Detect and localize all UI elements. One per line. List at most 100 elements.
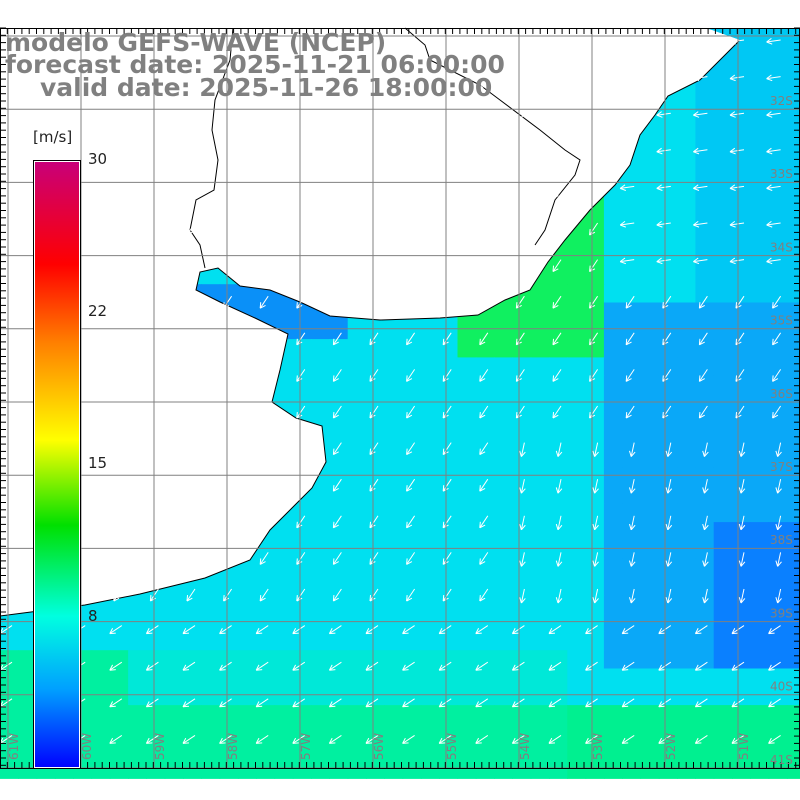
wind-arrow: [296, 112, 306, 126]
field-cell: [109, 686, 129, 706]
field-cell: [640, 211, 660, 230]
wind-arrow: [656, 74, 671, 82]
field-cell: [164, 760, 184, 779]
wind-arrow: [775, 515, 782, 531]
field-cell: [750, 247, 770, 267]
wind-arrow: [768, 698, 781, 708]
wind-arrow: [552, 112, 562, 126]
field-cell: [713, 650, 733, 670]
field-cell: [585, 265, 605, 285]
field-cell: [457, 412, 477, 432]
field-cell: [347, 485, 367, 505]
field-cell: [567, 686, 587, 706]
wind-arrow: [775, 588, 782, 604]
field-cell: [475, 760, 495, 779]
field-cell: [530, 613, 550, 633]
field-cell: [658, 174, 678, 194]
field-cell: [622, 668, 642, 688]
field-cell: [585, 339, 605, 358]
field-cell: [91, 760, 111, 779]
wind-arrow: [292, 698, 306, 708]
wind-arrow: [406, 405, 416, 419]
field-cell: [329, 448, 349, 468]
wind-arrow: [186, 149, 196, 163]
field-cell: [603, 247, 623, 267]
wind-arrow: [406, 186, 416, 199]
field-cell: [366, 540, 385, 560]
field-cell: [366, 595, 385, 615]
wind-arrow: [619, 184, 635, 191]
field-cell: [622, 485, 642, 505]
field-cell: [530, 522, 550, 541]
wind-arrow: [406, 332, 416, 346]
field-cell: [732, 558, 751, 578]
field-cell: [622, 320, 642, 340]
field-cell: [658, 265, 678, 285]
field-cell: [237, 595, 257, 615]
field-cell: [219, 705, 239, 724]
field-cell: [786, 192, 800, 212]
field-cell: [640, 302, 660, 322]
field-cell: [768, 448, 788, 468]
field-cell: [311, 522, 330, 541]
wind-arrow: [332, 552, 342, 565]
field-cell: [713, 375, 733, 395]
field-cell: [311, 357, 330, 377]
wind-arrow: [109, 698, 123, 708]
wind-arrow: [625, 332, 635, 346]
wind-arrow: [629, 515, 636, 531]
field-cell: [347, 357, 367, 377]
wind-arrow: [259, 442, 269, 456]
field-cell: [658, 540, 678, 560]
wind-arrow: [625, 405, 635, 419]
field-cell: [786, 265, 800, 285]
wind-arrow: [406, 478, 416, 492]
wind-arrow: [406, 588, 416, 602]
wind-arrow: [296, 76, 306, 90]
field-cell: [768, 265, 788, 285]
field-cell: [622, 631, 642, 651]
field-cell: [512, 503, 532, 523]
field-cell: [603, 668, 623, 688]
field-cell: [494, 558, 513, 578]
field-cell: [530, 760, 550, 779]
field-cell: [603, 705, 623, 724]
field-cell: [0, 760, 19, 779]
wind-arrow: [552, 332, 562, 346]
wind-arrow: [548, 625, 562, 635]
field-cell: [786, 741, 800, 761]
field-cell: [567, 522, 587, 541]
field-cell: [549, 320, 568, 340]
wind-arrow: [332, 39, 342, 53]
wind-arrow: [768, 734, 781, 744]
field-cell: [713, 119, 733, 139]
field-cell: [603, 394, 623, 413]
wind-arrow: [621, 734, 635, 744]
field-cell: [786, 211, 800, 230]
field-cell: [494, 741, 513, 761]
field-cell: [750, 137, 770, 157]
field-cell: [603, 577, 623, 596]
field-cell: [530, 741, 550, 761]
wind-arrow: [406, 149, 416, 163]
field-cell: [732, 82, 751, 102]
field-cell: [18, 631, 38, 651]
field-cell: [640, 412, 660, 432]
wind-arrow: [113, 552, 123, 565]
wind-arrow: [365, 625, 379, 635]
wind-arrow: [438, 698, 452, 708]
field-cell: [311, 320, 330, 340]
field-cell: [622, 265, 642, 285]
field-cell: [658, 375, 678, 395]
field-cell: [640, 284, 660, 304]
field-cell: [512, 577, 532, 596]
field-cell: [677, 668, 696, 688]
field-cell: [219, 595, 239, 615]
field-cell: [128, 741, 147, 761]
wind-arrow: [552, 186, 562, 199]
wind-arrow: [332, 259, 342, 273]
field-cell: [658, 741, 678, 761]
field-cell: [585, 467, 605, 487]
field-cell: [658, 247, 678, 267]
field-cell: [109, 631, 129, 651]
